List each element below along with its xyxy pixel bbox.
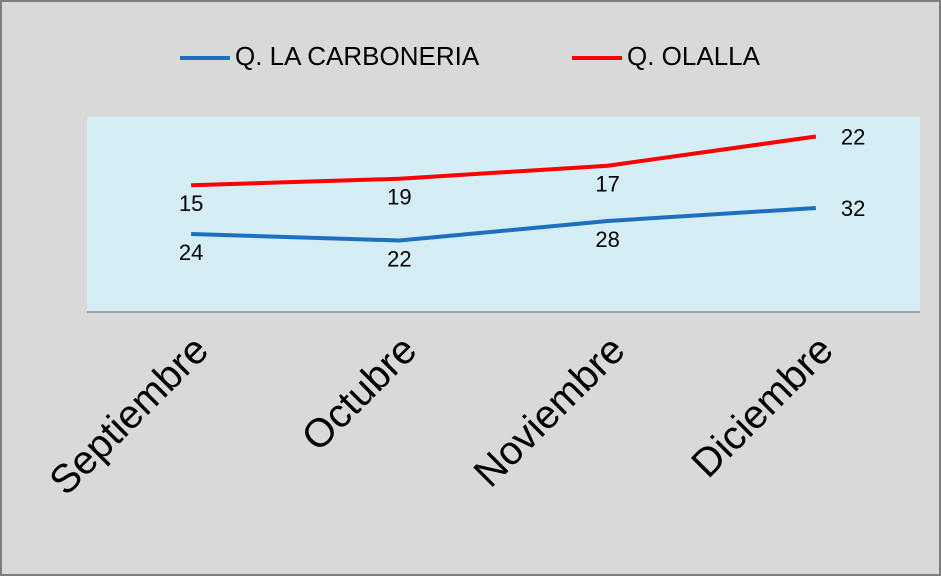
- data-label: 32: [841, 196, 865, 221]
- series-line: [191, 134, 817, 188]
- legend-label: Q. OLALLA: [627, 41, 761, 71]
- data-label: 24: [179, 240, 203, 265]
- series-line: [191, 206, 816, 243]
- data-label: 22: [841, 124, 865, 149]
- data-label: 28: [595, 227, 619, 252]
- legend-label: Q. LA CARBONERIA: [235, 41, 480, 71]
- data-label: 22: [387, 246, 411, 271]
- plot-area: [87, 117, 920, 312]
- data-label: 15: [179, 191, 203, 216]
- data-label: 19: [387, 185, 411, 210]
- data-label: 17: [595, 172, 619, 197]
